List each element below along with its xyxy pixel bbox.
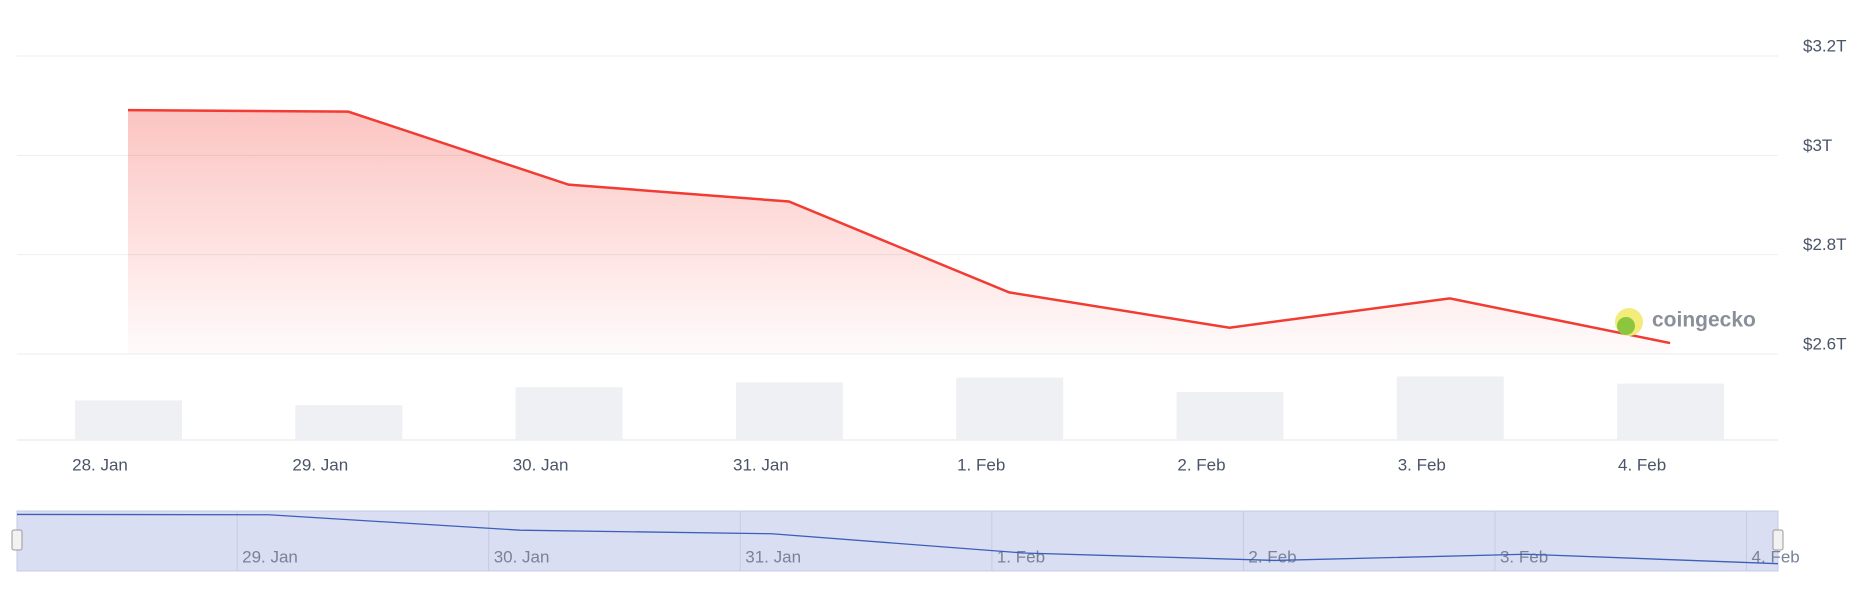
y-tick-label: $3.2T (1803, 36, 1846, 55)
y-tick-label: $2.6T (1803, 334, 1846, 353)
volume-bar (956, 377, 1064, 440)
navigator-label: 3. Feb (1500, 547, 1548, 566)
x-tick-label: 2. Feb (1177, 455, 1225, 474)
x-tick-label: 4. Feb (1618, 455, 1666, 474)
x-tick-label: 3. Feb (1398, 455, 1446, 474)
navigator-label: 30. Jan (494, 547, 550, 566)
navigator-handle (11, 529, 23, 551)
x-tick-label: 31. Jan (733, 455, 789, 474)
navigator-handle (1772, 529, 1784, 551)
watermark: coingecko (1615, 308, 1756, 336)
x-tick-label: 30. Jan (513, 455, 569, 474)
volume-bar (735, 382, 843, 440)
navigator-window (16, 510, 1779, 572)
navigator: 29. Jan 30. Jan 31. Jan 1. Feb 2. Feb 3. Feb 4… (11, 510, 1800, 572)
navigator-line (16, 513, 1779, 565)
area (128, 110, 1671, 355)
y-tick-label: $3T (1803, 136, 1832, 155)
volume-bar (1396, 376, 1504, 440)
volume-bar (1176, 392, 1284, 440)
navigator-label: 1. Feb (997, 547, 1045, 566)
volume-bar (75, 400, 182, 440)
logo (1617, 317, 1635, 335)
volume-bar (1617, 383, 1725, 440)
y-tick-label: $2.8T (1803, 235, 1846, 254)
x-tick-label: 1. Feb (957, 455, 1005, 474)
navigator-label: 2. Feb (1248, 547, 1296, 566)
x-tick-label: 29. Jan (292, 455, 348, 474)
navigator-label: 31. Jan (745, 547, 801, 566)
line (127, 108, 1671, 345)
volume-bar (295, 405, 403, 440)
navigator-label: 29. Jan (242, 547, 298, 566)
watermark-text: coingecko (1652, 309, 1756, 332)
volume-bar (515, 387, 623, 440)
x-tick-label: 28. Jan (72, 455, 128, 474)
navigator-label: 4. Feb (1752, 547, 1800, 566)
